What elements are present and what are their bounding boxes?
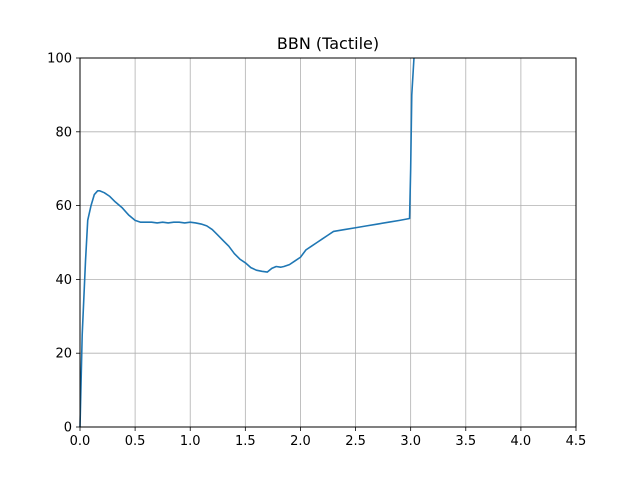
x-tick-label: 0.5 (125, 434, 146, 449)
grid (79, 57, 577, 428)
x-tick-label: 2.5 (345, 434, 366, 449)
x-tick-label: 3.5 (455, 434, 476, 449)
y-tick-label: 40 (55, 273, 72, 288)
x-tick-label: 1.0 (180, 434, 201, 449)
y-tick-label: 20 (55, 347, 72, 362)
x-tick-label: 2.0 (290, 434, 311, 449)
axes-frame (79, 57, 577, 428)
chart-title: BBN (Tactile) (277, 34, 379, 53)
x-tick-label: 1.5 (235, 434, 256, 449)
x-tick-label: 4.5 (566, 434, 587, 449)
x-tick-label: 0.0 (70, 434, 91, 449)
x-tick-label: 3.0 (400, 434, 421, 449)
x-tick-label: 4.0 (511, 434, 532, 449)
y-axis: 0 20 40 60 80 100 (47, 52, 80, 436)
y-tick-label: 0 (64, 421, 72, 436)
y-tick-label: 100 (47, 52, 72, 67)
x-axis: 0.0 0.5 1.0 1.5 2.0 2.5 3.0 3.5 4.0 4.5 (70, 427, 587, 449)
series-layer (79, 57, 415, 428)
series-line (79, 57, 415, 428)
y-tick-label: 60 (55, 199, 72, 214)
y-tick-label: 80 (55, 125, 72, 140)
